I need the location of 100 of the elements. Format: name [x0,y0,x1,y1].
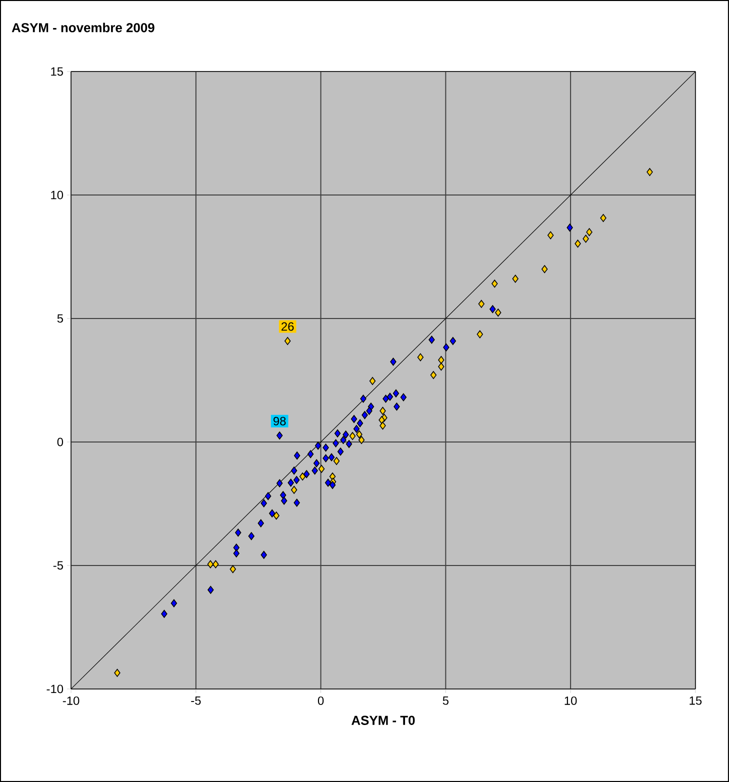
point [212,560,219,568]
y-tick-label: 15 [51,67,64,76]
point [382,394,389,403]
point [276,479,283,488]
point [392,389,400,398]
point [276,432,283,440]
point [380,406,386,415]
point [476,330,484,338]
point [574,240,581,248]
point [288,478,294,487]
point [281,496,288,505]
point [512,274,518,283]
point [114,668,120,677]
point [284,336,291,345]
point [313,459,320,468]
point [322,444,329,452]
point [353,424,360,433]
point [329,480,336,489]
point [208,586,214,594]
x-axis-title: ASYM - T0 [352,716,415,725]
point [386,392,394,401]
point [380,422,386,430]
point [170,599,178,608]
point [334,429,341,438]
x-tick-label: -5 [191,696,201,705]
point [332,439,339,448]
point [260,499,267,508]
point [294,498,300,507]
point [324,478,332,487]
point [299,472,306,481]
point [478,300,484,308]
point [280,491,286,500]
point [438,356,444,364]
point [322,454,329,462]
point [294,452,300,460]
chart-title: ASYM - novembre 2009 [12,22,154,32]
point [161,610,168,618]
point [450,336,456,345]
point [586,228,592,236]
point [248,532,254,540]
y-tick-label: -5 [53,561,64,570]
point [542,265,548,274]
point [312,466,318,475]
point [303,470,310,478]
point [443,343,450,352]
point [291,486,298,494]
point [350,415,358,423]
point [369,376,376,385]
point [428,336,435,344]
point [333,457,340,465]
point [260,550,267,559]
point [207,560,214,568]
y-tick-label: -10 [46,684,64,694]
point [356,430,362,438]
annotation: 26 [282,322,294,331]
point [273,512,280,520]
point [600,214,606,222]
point [400,393,407,402]
point [490,305,496,314]
point [328,453,335,462]
point [265,492,272,500]
point [235,528,242,537]
point [349,432,356,440]
x-tick-label: 15 [690,696,702,705]
point [430,371,437,380]
point [342,430,349,439]
point [646,168,653,176]
x-tick-label: 0 [318,696,324,705]
point [233,549,240,558]
point [258,519,264,528]
point [360,394,366,403]
point [269,509,276,518]
point [492,280,498,288]
point [230,565,236,574]
point [291,466,298,475]
y-tick-label: 10 [51,190,64,200]
point [337,448,344,456]
point [582,234,589,243]
point [366,406,372,415]
point [307,450,314,458]
point [417,353,424,362]
y-tick-label: 0 [57,438,64,446]
annotation: 98 [274,416,286,426]
point [340,436,346,444]
x-tick-label: 10 [564,696,577,705]
point [362,411,368,420]
point [390,358,396,366]
point [294,476,300,484]
point [394,402,400,411]
x-tick-label: -10 [62,696,80,705]
point [438,362,444,371]
x-tick-label: 5 [442,696,449,705]
point [318,464,325,473]
point [346,440,352,448]
point [358,436,365,444]
point [314,442,322,450]
point [356,419,364,428]
point [495,308,502,317]
point [378,416,385,424]
point [566,224,573,232]
